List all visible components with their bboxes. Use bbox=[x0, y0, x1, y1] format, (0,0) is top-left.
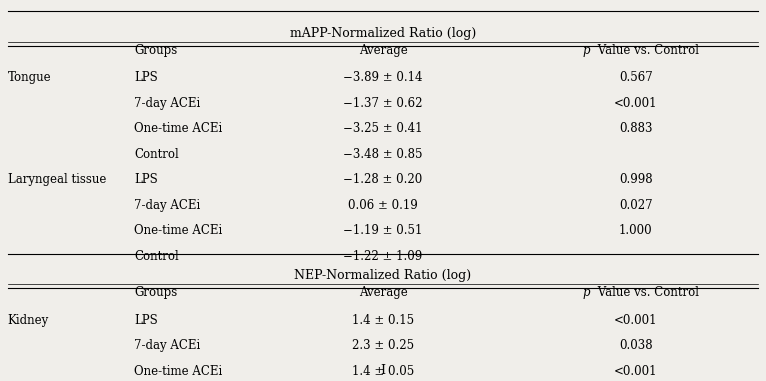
Text: Groups: Groups bbox=[134, 286, 177, 299]
Text: −1.19 ± 0.51: −1.19 ± 0.51 bbox=[343, 224, 423, 237]
Text: p: p bbox=[582, 44, 590, 57]
Text: <0.001: <0.001 bbox=[614, 97, 657, 110]
Text: Kidney: Kidney bbox=[8, 314, 49, 327]
Text: LPS: LPS bbox=[134, 173, 158, 186]
Text: −1.28 ± 0.20: −1.28 ± 0.20 bbox=[343, 173, 423, 186]
Text: One-time ACEi: One-time ACEi bbox=[134, 224, 222, 237]
Text: Value vs. Control: Value vs. Control bbox=[594, 286, 699, 299]
Text: −3.89 ± 0.14: −3.89 ± 0.14 bbox=[343, 71, 423, 84]
Text: −3.48 ± 0.85: −3.48 ± 0.85 bbox=[343, 148, 423, 161]
Text: One-time ACEi: One-time ACEi bbox=[134, 365, 222, 378]
Text: 0.998: 0.998 bbox=[619, 173, 653, 186]
Text: LPS: LPS bbox=[134, 314, 158, 327]
Text: Laryngeal tissue: Laryngeal tissue bbox=[8, 173, 106, 186]
Text: Control: Control bbox=[134, 148, 178, 161]
Text: −1.22 ± 1.09: −1.22 ± 1.09 bbox=[343, 250, 423, 263]
Text: <0.001: <0.001 bbox=[614, 365, 657, 378]
Text: 0.883: 0.883 bbox=[619, 122, 653, 135]
Text: Groups: Groups bbox=[134, 44, 177, 57]
Text: Average: Average bbox=[358, 286, 408, 299]
Text: 2.3 ± 0.25: 2.3 ± 0.25 bbox=[352, 339, 414, 352]
Text: LPS: LPS bbox=[134, 71, 158, 84]
Text: NEP-Normalized Ratio (log): NEP-Normalized Ratio (log) bbox=[294, 269, 472, 282]
Text: −1.37 ± 0.62: −1.37 ± 0.62 bbox=[343, 97, 423, 110]
Text: Value vs. Control: Value vs. Control bbox=[594, 44, 699, 57]
Text: 7-day ACEi: 7-day ACEi bbox=[134, 97, 200, 110]
Text: 0.06 ± 0.19: 0.06 ± 0.19 bbox=[348, 199, 418, 212]
Text: 1.000: 1.000 bbox=[619, 224, 653, 237]
Text: One-time ACEi: One-time ACEi bbox=[134, 122, 222, 135]
Text: Control: Control bbox=[134, 250, 178, 263]
Text: mAPP-Normalized Ratio (log): mAPP-Normalized Ratio (log) bbox=[290, 27, 476, 40]
Text: 7-day ACEi: 7-day ACEi bbox=[134, 339, 200, 352]
Text: Tongue: Tongue bbox=[8, 71, 51, 84]
Text: <0.001: <0.001 bbox=[614, 314, 657, 327]
Text: 1.4 ± 0.05: 1.4 ± 0.05 bbox=[352, 365, 414, 378]
Text: 7-day ACEi: 7-day ACEi bbox=[134, 199, 200, 212]
Text: 0.567: 0.567 bbox=[619, 71, 653, 84]
Text: 1.4 ± 0.15: 1.4 ± 0.15 bbox=[352, 314, 414, 327]
Text: 0.038: 0.038 bbox=[619, 339, 653, 352]
Text: −3.25 ± 0.41: −3.25 ± 0.41 bbox=[343, 122, 423, 135]
Text: Average: Average bbox=[358, 44, 408, 57]
Text: p: p bbox=[582, 286, 590, 299]
Text: I: I bbox=[381, 364, 385, 377]
Text: 0.027: 0.027 bbox=[619, 199, 653, 212]
